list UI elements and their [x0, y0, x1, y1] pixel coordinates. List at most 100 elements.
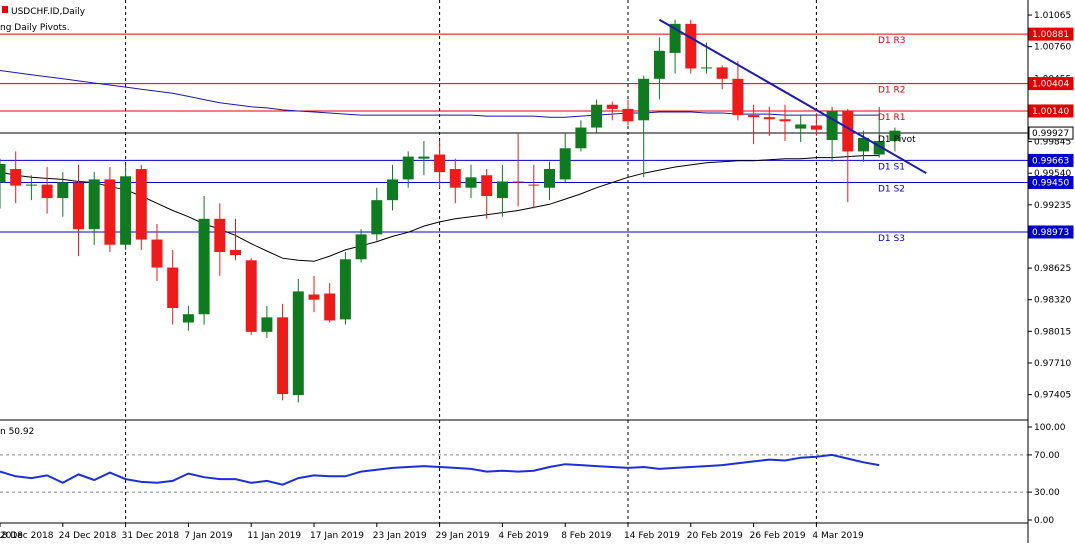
price-tick-label-8: 0.98015 — [1034, 327, 1071, 337]
candle-18 — [277, 303, 289, 401]
oscillator-tick-label-3: 0.00 — [1034, 516, 1054, 526]
candle-body-50 — [779, 119, 791, 122]
candle-body-19 — [292, 291, 304, 396]
candle-body-22 — [339, 259, 351, 320]
oscillator-axis-ticks: 100.00 70.00 30.00 0.00 — [1028, 423, 1066, 526]
candle-body-2 — [25, 184, 37, 186]
candle-32 — [496, 164, 508, 217]
pivot-label-0: D1 R3 — [878, 36, 906, 46]
candle-21 — [324, 283, 336, 323]
date-label-12: 26 Feb 2019 — [750, 531, 806, 541]
candle-body-17 — [261, 317, 273, 332]
price-tag-3: 0.99927 — [1032, 129, 1069, 139]
candle-56 — [873, 106, 885, 158]
date-label-5: 17 Jan 2019 — [310, 531, 364, 541]
candle-40 — [622, 99, 634, 126]
candle-body-8 — [120, 176, 132, 245]
candlesticks — [0, 19, 901, 403]
candle-body-12 — [182, 314, 194, 323]
date-label-4: 11 Jan 2019 — [247, 531, 301, 541]
candle-body-6 — [88, 179, 100, 230]
candle-body-23 — [355, 234, 367, 260]
axes — [0, 0, 1029, 543]
oscillator-tick-label-1: 70.00 — [1034, 451, 1060, 461]
oscillator-line — [0, 453, 880, 486]
candle-33 — [512, 133, 524, 207]
candle-body-55 — [858, 137, 869, 152]
candle-body-1 — [10, 169, 22, 186]
price-tick-label-3: 0.99845 — [1034, 138, 1071, 148]
candle-12 — [182, 305, 194, 331]
candle-body-30 — [465, 177, 477, 188]
candle-8 — [120, 164, 132, 250]
candle-body-31 — [481, 175, 493, 196]
date-label-10: 14 Feb 2019 — [624, 531, 680, 541]
oscillator-tick-label-0: 100.00 — [1034, 423, 1066, 433]
candle-body-36 — [559, 148, 571, 180]
candle-body-21 — [324, 293, 336, 321]
candle-5 — [73, 164, 84, 257]
candle-0 — [0, 158, 6, 209]
candle-body-35 — [544, 169, 555, 188]
candle-body-54 — [842, 110, 854, 152]
chart-header: USDCHF.ID,Daily ng Daily Pivots. n 50.92… — [0, 6, 86, 541]
pivot-label-2: D1 R1 — [878, 113, 906, 123]
date-label-3: 7 Jan 2019 — [184, 531, 232, 541]
candle-body-14 — [214, 218, 226, 252]
date-label-7: 29 Jan 2019 — [436, 531, 490, 541]
candle-42 — [653, 37, 665, 100]
price-tick-label-10: 0.97405 — [1034, 391, 1071, 401]
candle-body-46 — [716, 67, 728, 79]
candle-39 — [606, 101, 618, 121]
pivot-label-1: D1 R2 — [878, 86, 906, 96]
candle-28 — [434, 141, 446, 188]
candle-body-57 — [889, 130, 901, 142]
candle-53 — [826, 106, 838, 162]
candle-body-48 — [748, 115, 760, 118]
candle-24 — [371, 187, 383, 241]
candle-15 — [230, 218, 241, 261]
candle-body-38 — [591, 104, 603, 128]
price-tick-label-9: 0.97710 — [1034, 359, 1071, 369]
candle-52 — [810, 113, 822, 136]
candle-body-15 — [230, 249, 241, 256]
date-label-1: 24 Dec 2018 — [59, 531, 117, 541]
candle-22 — [339, 252, 351, 325]
candle-body-49 — [763, 117, 775, 120]
candle-54 — [842, 108, 854, 203]
candle-body-9 — [135, 169, 147, 240]
candle-body-37 — [575, 127, 587, 149]
candle-14 — [214, 203, 226, 276]
price-tag-bg-6 — [1028, 225, 1074, 239]
candle-55 — [858, 130, 869, 162]
candle-27 — [418, 141, 430, 176]
date-label-6: 23 Jan 2019 — [373, 531, 427, 541]
symbol-icon — [2, 6, 8, 13]
trendline — [658, 18, 927, 175]
candle-20 — [308, 275, 320, 313]
candle-body-25 — [387, 179, 398, 201]
price-tag-1: 1.00404 — [1032, 80, 1069, 90]
price-tag-5: 0.99450 — [1032, 179, 1069, 189]
pivot-label-4: D1 S1 — [878, 162, 905, 172]
candle-body-5 — [73, 182, 84, 230]
symbol-title: USDCHF.ID,Daily — [11, 7, 86, 17]
candle-body-56 — [873, 141, 885, 155]
candle-body-3 — [41, 184, 53, 199]
left-edge-date-label: 2018 — [0, 531, 23, 541]
oscillator-tick-label-2: 30.00 — [1034, 488, 1060, 498]
candle-26 — [402, 151, 414, 188]
price-tick-label-0: 1.01065 — [1034, 11, 1071, 21]
candle-body-45 — [701, 67, 712, 69]
candle-body-13 — [198, 218, 210, 315]
candle-body-0 — [0, 163, 6, 183]
candle-body-10 — [151, 239, 163, 268]
candle-body-40 — [622, 108, 634, 122]
candle-9 — [135, 164, 147, 250]
candle-37 — [575, 120, 587, 152]
candle-body-43 — [669, 23, 681, 53]
oscillator-panel — [0, 453, 1028, 493]
candle-7 — [104, 166, 116, 252]
